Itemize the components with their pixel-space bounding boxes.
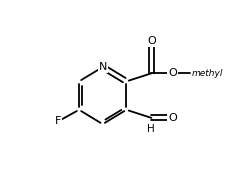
- Text: O: O: [147, 36, 156, 46]
- Text: F: F: [55, 116, 61, 126]
- Text: H: H: [147, 124, 155, 134]
- Text: N: N: [99, 62, 107, 72]
- Text: O: O: [168, 113, 177, 123]
- Text: O: O: [168, 68, 177, 78]
- Text: methyl: methyl: [192, 69, 223, 78]
